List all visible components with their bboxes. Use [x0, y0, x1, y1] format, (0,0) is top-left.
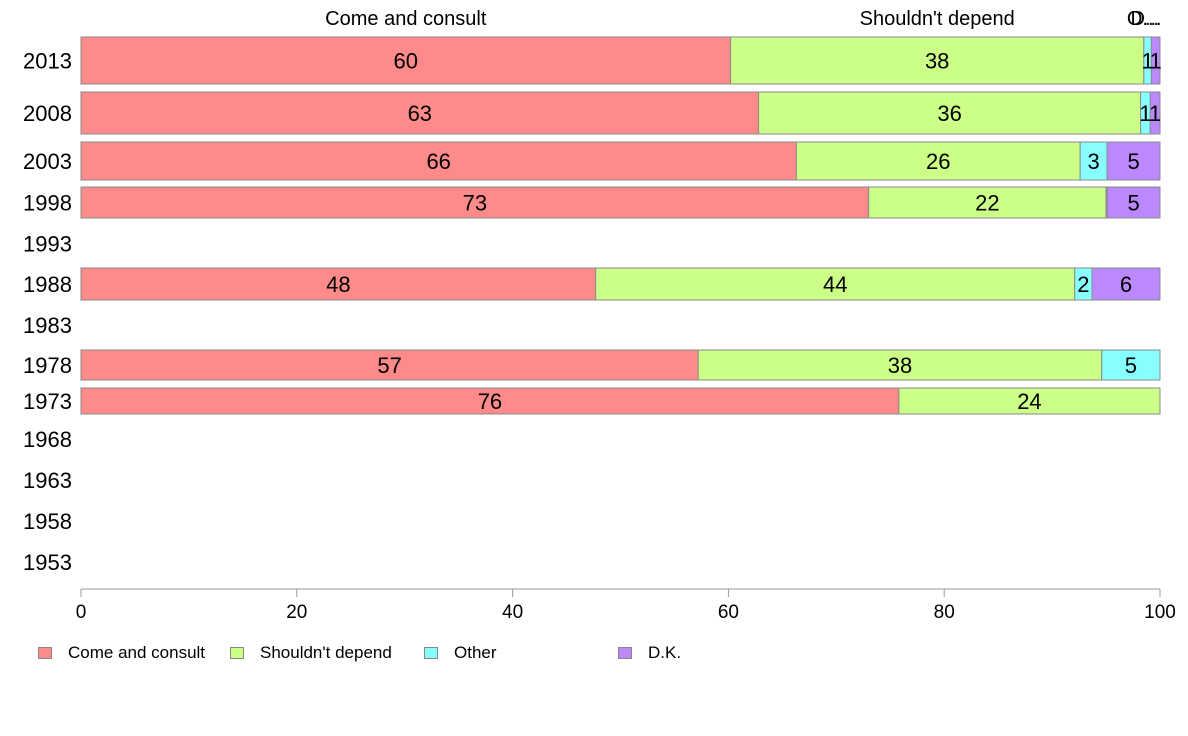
top-label-1: Come and consult [325, 8, 487, 30]
bar-label-1998-shouldn-t-depend: 22 [975, 191, 999, 216]
y-tick-label-1968: 1968 [23, 427, 72, 452]
bar-2013-d-k [1150, 36, 1161, 85]
bar-label-1998-come-and-consult: 73 [463, 191, 487, 216]
legend-swatch-other [424, 647, 438, 659]
bar-1998-shouldn-t-depend [868, 186, 1107, 219]
y-tick-label-1978: 1978 [23, 353, 72, 378]
legend-label-shouldnt-depend: Shouldn't depend [260, 643, 392, 662]
x-tick-label-20: 20 [286, 602, 307, 623]
bar-label-2003-come-and-consult: 66 [426, 149, 450, 174]
x-tick-label-60: 60 [718, 602, 739, 623]
y-tick-label-2013: 2013 [23, 49, 72, 74]
bar-2003-shouldn-t-depend [795, 141, 1081, 181]
bar-2008-d-k [1149, 91, 1161, 135]
bar-1988-come-and-consult [80, 267, 597, 301]
x-tick-label-40: 40 [502, 602, 523, 623]
legend-swatch-shouldnt-depend [230, 647, 244, 659]
bar-1988-d-k [1091, 267, 1161, 301]
bar-label-1973-come-and-consult: 76 [478, 389, 502, 414]
bar-1978-shouldn-t-depend [697, 349, 1103, 381]
bar-label-2008-come-and-consult: 63 [408, 101, 432, 126]
bar-2008-shouldn-t-depend [758, 91, 1142, 135]
legend-swatch-come-and-consult [38, 647, 52, 659]
x-tick-label-100: 100 [1144, 602, 1176, 623]
bar-label-2003-d-k: 5 [1127, 149, 1139, 174]
x-tick-label-0: 0 [76, 602, 87, 623]
bar-label-2013-come-and-consult: 60 [394, 49, 418, 74]
bar-label-1978-other: 5 [1125, 353, 1137, 378]
bar-label-1978-shouldn-t-depend: 38 [888, 353, 912, 378]
legend-swatch-dk [618, 647, 632, 659]
bar-label-2013-d-k: 1 [1150, 49, 1162, 74]
bar-1978-come-and-consult [80, 349, 699, 381]
bar-label-2003-other: 3 [1088, 149, 1100, 174]
bar-label-2008-shouldn-t-depend: 36 [937, 101, 961, 126]
bar-1998-come-and-consult [80, 186, 870, 219]
y-tick-label-1988: 1988 [23, 272, 72, 297]
bar-2003-d-k [1106, 141, 1161, 181]
top-label-3: O... [1127, 8, 1159, 30]
bar-label-1988-come-and-consult: 48 [326, 272, 350, 297]
top-label-2: Shouldn't depend [860, 8, 1015, 30]
y-tick-label-2003: 2003 [23, 149, 72, 174]
bar-1973-shouldn-t-depend [898, 387, 1161, 415]
bar-2008-come-and-consult [80, 91, 760, 135]
bar-2003-come-and-consult [80, 141, 797, 181]
bar-2003-other [1079, 141, 1108, 181]
y-tick-label-2008: 2008 [23, 101, 72, 126]
top-label-4: D... [1130, 8, 1161, 30]
y-tick-label-1983: 1983 [23, 313, 72, 338]
bar-label-2008-other: 1 [1139, 101, 1151, 126]
bar-1978-other [1101, 349, 1161, 381]
y-tick-label-1993: 1993 [23, 232, 72, 257]
y-tick-label-1963: 1963 [23, 468, 72, 493]
bar-label-2013-shouldn-t-depend: 38 [925, 49, 949, 74]
bar-1988-shouldn-t-depend [595, 267, 1076, 301]
bar-label-2003-shouldn-t-depend: 26 [926, 149, 950, 174]
bar-label-1978-come-and-consult: 57 [377, 353, 401, 378]
legend-label-come-and-consult: Come and consult [68, 643, 206, 662]
bar-label-1973-shouldn-t-depend: 24 [1017, 389, 1041, 414]
y-tick-label-1998: 1998 [23, 191, 72, 216]
legend-item-shouldnt-depend: Shouldn't depend [230, 643, 392, 663]
y-tick-label-1958: 1958 [23, 509, 72, 534]
legend-label-other: Other [454, 643, 497, 662]
bar-label-1998-d-k: 5 [1127, 191, 1139, 216]
legend-item-other: Other [424, 643, 497, 663]
bar-label-1988-d-k: 6 [1120, 272, 1132, 297]
y-tick-label-1973: 1973 [23, 389, 72, 414]
bar-2013-shouldn-t-depend [730, 36, 1145, 85]
bar-1998-d-k [1106, 186, 1161, 219]
bar-label-1988-shouldn-t-depend: 44 [823, 272, 847, 297]
bar-label-2013-other: 1 [1141, 49, 1153, 74]
legend-label-dk: D.K. [648, 643, 682, 662]
y-tick-label-1953: 1953 [23, 550, 72, 575]
x-tick-label-80: 80 [934, 602, 955, 623]
bar-label-1988-other: 2 [1077, 272, 1089, 297]
legend-item-dk: D.K. [618, 643, 681, 663]
bar-label-2008-d-k: 1 [1149, 101, 1161, 126]
legend-item-come-and-consult: Come and consult [38, 643, 205, 663]
